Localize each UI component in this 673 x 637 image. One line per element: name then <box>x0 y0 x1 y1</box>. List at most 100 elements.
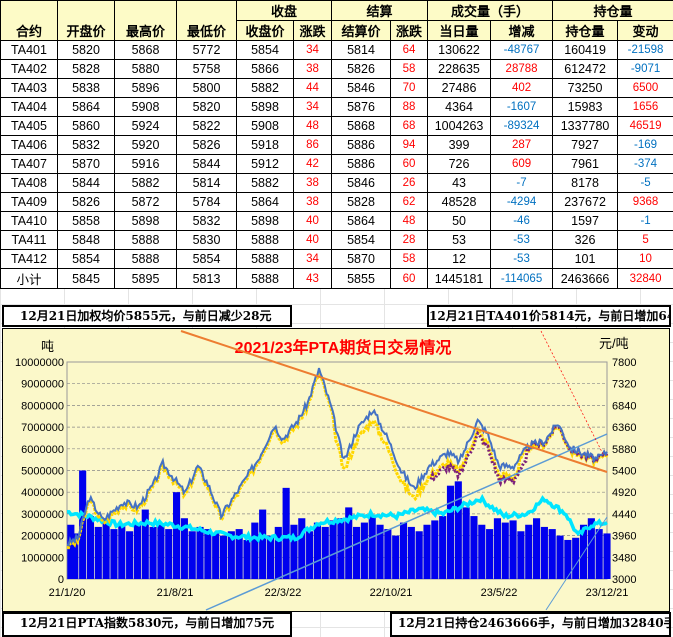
y-tick-right: 3960 <box>612 531 636 543</box>
cell-low: 5826 <box>176 135 237 155</box>
volume-bar <box>321 526 329 579</box>
volume-bar <box>517 531 525 579</box>
y-tick-right: 4440 <box>612 509 636 521</box>
cell-low: 5813 <box>176 268 237 289</box>
cell-oi: 101 <box>552 249 619 269</box>
cell-volume: 4364 <box>427 97 492 117</box>
cell-oi: 612472 <box>552 59 619 79</box>
volume-bar <box>67 524 75 579</box>
chart-area: 10000000 9000000 8000000 7000000 6000000 5000… <box>2 328 670 612</box>
cell-open: 5860 <box>57 116 115 136</box>
cell-close-chg: 40 <box>292 211 333 231</box>
cell-volume-chg: -53 <box>490 230 554 250</box>
table-row: TA408 5844 5882 5814 5882 38 5846 26 43 -7 8178 -5 <box>0 173 673 193</box>
cell-oi-chg: 6500 <box>617 78 673 98</box>
volume-bar <box>94 526 102 579</box>
cell-close-chg: 38 <box>292 173 333 193</box>
cell-oi: 15983 <box>552 97 619 117</box>
table-row: TA401 5820 5868 5772 5854 34 5814 64 130622 -4876… <box>0 40 673 60</box>
volume-bar <box>399 522 408 579</box>
cell-contract: TA401 <box>0 40 58 60</box>
cell-settle-chg: 68 <box>390 116 429 136</box>
cell-oi: 73250 <box>552 78 619 98</box>
table-row: TA411 5848 5888 5830 5888 40 5854 28 53 -53 326 5 <box>0 230 673 250</box>
cell-high: 5920 <box>114 135 177 155</box>
volume-bar <box>564 539 572 579</box>
cell-low: 5830 <box>176 230 237 250</box>
header-high: 最高价 <box>114 0 177 41</box>
cell-volume: 228635 <box>427 59 492 79</box>
volume-bar <box>235 529 243 579</box>
volume-bar <box>86 516 95 579</box>
volume-bar <box>306 531 314 579</box>
cell-oi-chg: 5 <box>617 230 673 250</box>
cell-settle: 5855 <box>331 268 392 289</box>
volume-bar <box>493 518 501 579</box>
cell-high: 5896 <box>114 78 177 98</box>
cell-volume: 48528 <box>427 192 492 212</box>
y-tick-right: 3000 <box>612 574 636 586</box>
volume-bar <box>353 526 361 579</box>
cell-settle-chg: 28 <box>390 230 429 250</box>
y-tick-left: 2000000 <box>21 531 64 543</box>
cell-settle: 5868 <box>331 116 392 136</box>
cell-volume-chg: -7 <box>490 173 554 193</box>
x-tick: 22/3/22 <box>265 587 302 599</box>
cell-high: 5872 <box>114 192 177 212</box>
volume-bar <box>165 529 173 579</box>
cell-close-chg: 44 <box>292 78 333 98</box>
cell-settle: 5846 <box>331 173 392 193</box>
callout-open-interest: 12月21日持仓2463666手，与前日增加32840手 <box>390 612 671 637</box>
cell-volume: 1445181 <box>427 268 492 289</box>
cell-close: 5912 <box>236 154 294 174</box>
price-line <box>66 367 608 547</box>
trend-line-up-short <box>545 516 608 611</box>
volume-bar <box>392 535 400 579</box>
cell-volume: 399 <box>427 135 492 155</box>
header-settle: 结算价 <box>331 20 392 41</box>
volume-bar <box>173 492 181 579</box>
cell-low: 5844 <box>176 154 237 174</box>
volume-bar <box>141 509 149 579</box>
volume-bar <box>486 529 494 579</box>
header-low: 最低价 <box>176 0 237 41</box>
cell-contract: TA411 <box>0 230 58 250</box>
cell-close: 5882 <box>236 173 294 193</box>
volume-bar <box>110 529 118 579</box>
cell-volume-chg: -89324 <box>490 116 554 136</box>
cell-volume: 130622 <box>427 40 492 60</box>
cell-close-chg: 86 <box>292 135 333 155</box>
cell-high: 5898 <box>114 211 177 231</box>
table-row: TA406 5832 5920 5826 5918 86 5886 94 399 287 7927-… <box>0 135 673 155</box>
cell-high: 5888 <box>114 230 177 250</box>
header-open: 开盘价 <box>57 0 115 41</box>
cell-settle: 5886 <box>331 135 392 155</box>
volume-bar <box>470 516 478 579</box>
open-interest-line <box>66 493 608 544</box>
volume-bar <box>196 526 204 579</box>
table-row: TA409 5826 5872 5784 5864 38 5828 62 48528 -4294 2… <box>0 192 673 212</box>
cell-settle: 5864 <box>331 211 392 231</box>
cell-contract: TA403 <box>0 78 58 98</box>
volume-bar <box>572 537 580 579</box>
table-row: 小计 5845 5895 5813 5888 43 5855 60 1445181 -114065… <box>0 268 673 289</box>
callout-pta-index: 12月21日PTA指数5830元，与前日增加75元 <box>2 612 292 637</box>
cell-oi-chg: -9071 <box>617 59 673 79</box>
volume-bar <box>102 518 110 579</box>
table-row: TA412 5854 5888 5854 5888 34 5870 58 12 -53 101 10 <box>0 249 673 269</box>
cell-oi: 1337780 <box>552 116 619 136</box>
volume-bar <box>548 529 556 579</box>
y-tick-right: 7800 <box>612 357 636 369</box>
cell-settle-chg: 64 <box>390 40 429 60</box>
volume-bar <box>282 487 290 579</box>
cell-volume-chg: -48767 <box>490 40 554 60</box>
trend-line-red <box>540 330 604 455</box>
cell-high: 5908 <box>114 97 177 117</box>
cell-contract: TA402 <box>0 59 58 79</box>
volume-bar <box>290 524 298 579</box>
trend-line-down <box>180 330 608 473</box>
y-label-right: 元/吨 <box>599 336 629 351</box>
cell-open: 5845 <box>57 268 115 289</box>
volume-bar <box>298 518 306 579</box>
cell-settle: 5828 <box>331 192 392 212</box>
